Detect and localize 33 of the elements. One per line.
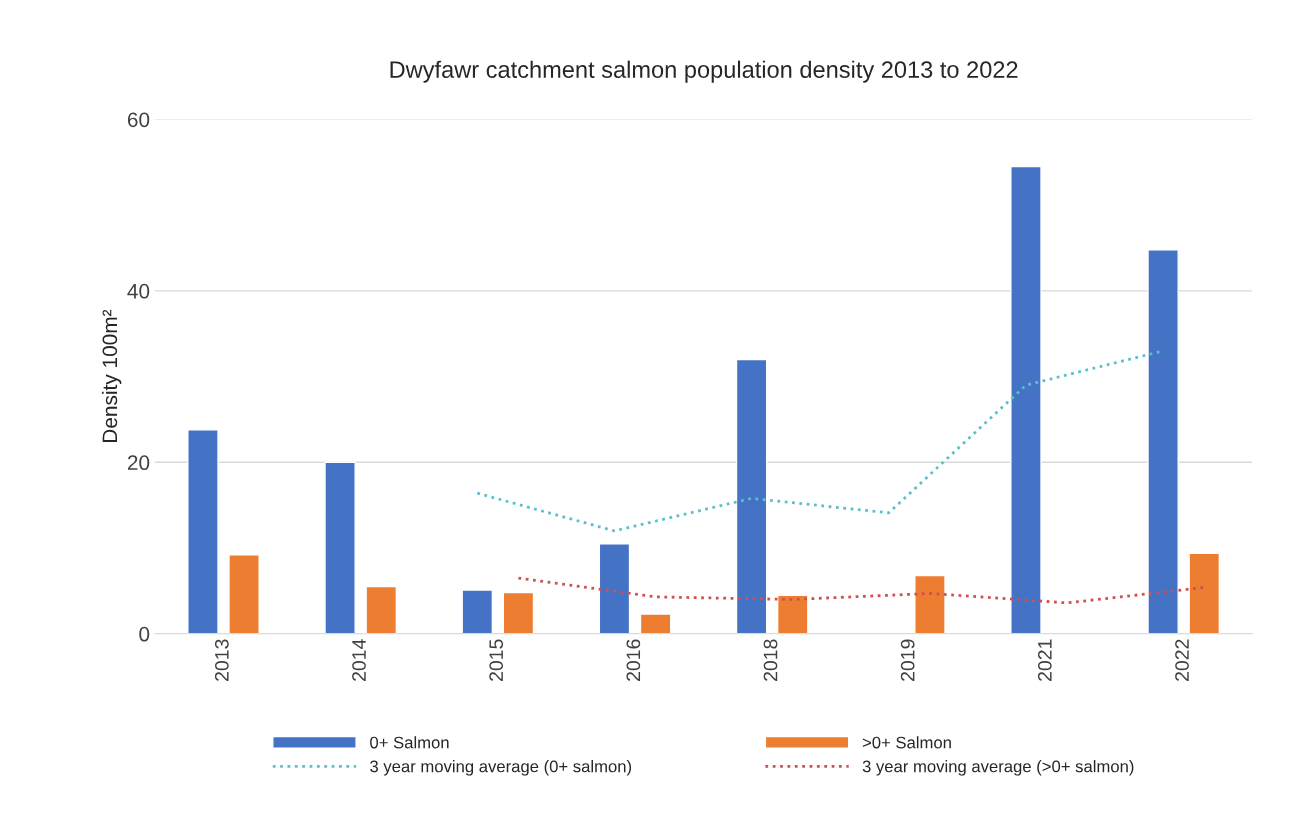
- legend-label: 3 year moving average (0+ salmon): [370, 760, 632, 776]
- y-axis-title: Density 100m²: [101, 309, 122, 443]
- line-series: [517, 576, 1206, 605]
- bar: [914, 574, 946, 634]
- x-tick-label: 2022: [1175, 639, 1189, 681]
- bar: [776, 594, 809, 634]
- bar: [324, 461, 356, 634]
- bar: [598, 543, 631, 634]
- bar: [365, 585, 398, 634]
- x-tick-label: 2021: [1037, 639, 1052, 681]
- bar: [228, 554, 260, 634]
- bar: [461, 589, 494, 634]
- chart-title: Dwyfawr catchment salmon population density 2013 to 2022: [390, 60, 1018, 83]
- legend-label: 3 year moving average (>0+ salmon): [862, 760, 1134, 776]
- bar: [502, 591, 535, 634]
- y-tick-label: 60: [127, 112, 150, 128]
- y-tick-label: 0: [139, 626, 150, 642]
- y-tick-label: 20: [127, 455, 150, 471]
- x-tick-label: 2018: [763, 639, 778, 681]
- bar: [735, 358, 768, 634]
- bar: [639, 613, 672, 634]
- legend-label: >0+ Salmon: [862, 736, 951, 749]
- x-tick-label: 2015: [489, 639, 504, 681]
- bar: [1147, 249, 1179, 634]
- legend-label: 0+ Salmon: [370, 736, 449, 749]
- bar: [1188, 552, 1221, 634]
- bar: [187, 429, 219, 634]
- x-tick-label: 2016: [626, 639, 641, 681]
- bar: [1010, 165, 1042, 634]
- y-tick-label: 40: [127, 283, 150, 299]
- x-tick-label: 2014: [352, 639, 366, 681]
- x-tick-label: 2019: [900, 639, 915, 681]
- x-tick-label: 2013: [214, 639, 229, 681]
